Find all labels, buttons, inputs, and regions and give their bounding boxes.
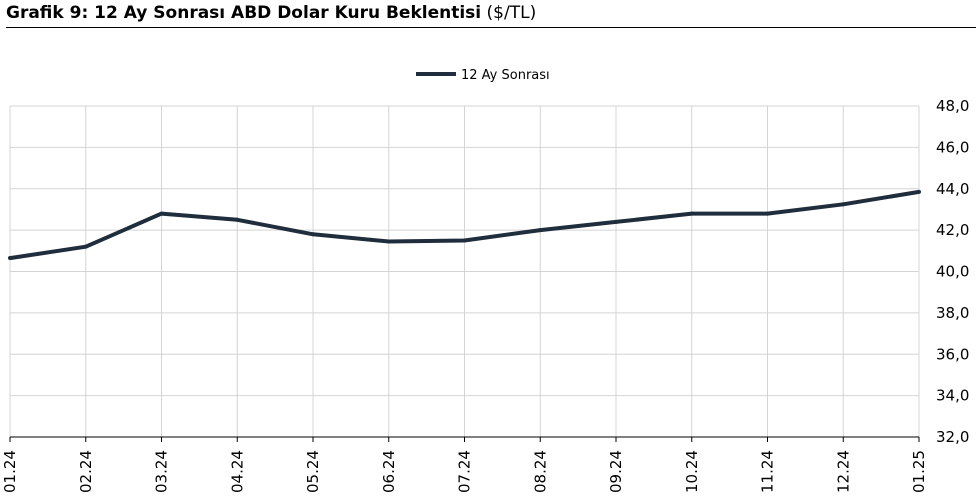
series-group [8, 189, 921, 261]
x-tick-label: 08.24 [531, 450, 549, 493]
y-tick-label: 32,0 [936, 428, 969, 446]
grid [9, 105, 920, 437]
data-point [689, 211, 694, 216]
y-tick-label: 40,0 [936, 263, 969, 281]
x-tick-label: 09.24 [607, 450, 625, 493]
data-point [538, 228, 543, 233]
x-tick-label: 01.24 [1, 450, 19, 493]
title-divider [6, 27, 976, 28]
y-tick-label: 42,0 [936, 221, 969, 239]
y-tick-label: 36,0 [936, 345, 969, 363]
data-point [8, 256, 12, 261]
data-point [386, 239, 391, 244]
x-tick-label: 10.24 [683, 450, 701, 493]
data-point [462, 238, 467, 243]
legend: 12 Ay Sonrası [416, 68, 550, 83]
x-tick-label: 05.24 [304, 450, 322, 493]
x-tick-label: 01.25 [910, 450, 928, 493]
x-tick-label: 12.24 [834, 450, 852, 493]
data-point [159, 211, 164, 216]
y-tick-labels: 32,0 34,0 36,0 38,0 40,0 42,0 44,0 46,0 48,0 [936, 97, 969, 446]
data-point [841, 202, 846, 207]
x-tick-label: 03.24 [153, 450, 171, 493]
data-point [311, 232, 315, 237]
data-point [765, 211, 770, 216]
data-point [83, 244, 88, 249]
x-tick-label: 02.24 [77, 450, 95, 493]
x-tick-label: 11.24 [759, 450, 777, 493]
axes [9, 436, 920, 442]
x-tick-labels: 01.24 02.24 03.24 04.24 05.24 06.24 07.24 08.24… [1, 450, 928, 493]
y-tick-label: 48,0 [936, 97, 969, 115]
y-tick-label: 46,0 [936, 138, 969, 156]
chart-title-unit: ($/TL) [486, 3, 537, 23]
chart-title-main: Grafik 9: 12 Ay Sonrası ABD Dolar Kuru B… [6, 3, 482, 23]
data-point [917, 189, 921, 194]
y-tick-label: 44,0 [936, 180, 969, 198]
y-tick-label: 38,0 [936, 304, 969, 322]
x-tick-label: 06.24 [380, 450, 398, 493]
legend-label: 12 Ay Sonrası [461, 68, 550, 83]
data-point [614, 219, 618, 224]
y-tick-label: 34,0 [936, 387, 969, 405]
data-point [235, 217, 240, 222]
x-tick-label: 07.24 [456, 450, 474, 493]
x-tick-label: 04.24 [228, 450, 246, 493]
chart-title: Grafik 9: 12 Ay Sonrası ABD Dolar Kuru B… [6, 2, 536, 24]
